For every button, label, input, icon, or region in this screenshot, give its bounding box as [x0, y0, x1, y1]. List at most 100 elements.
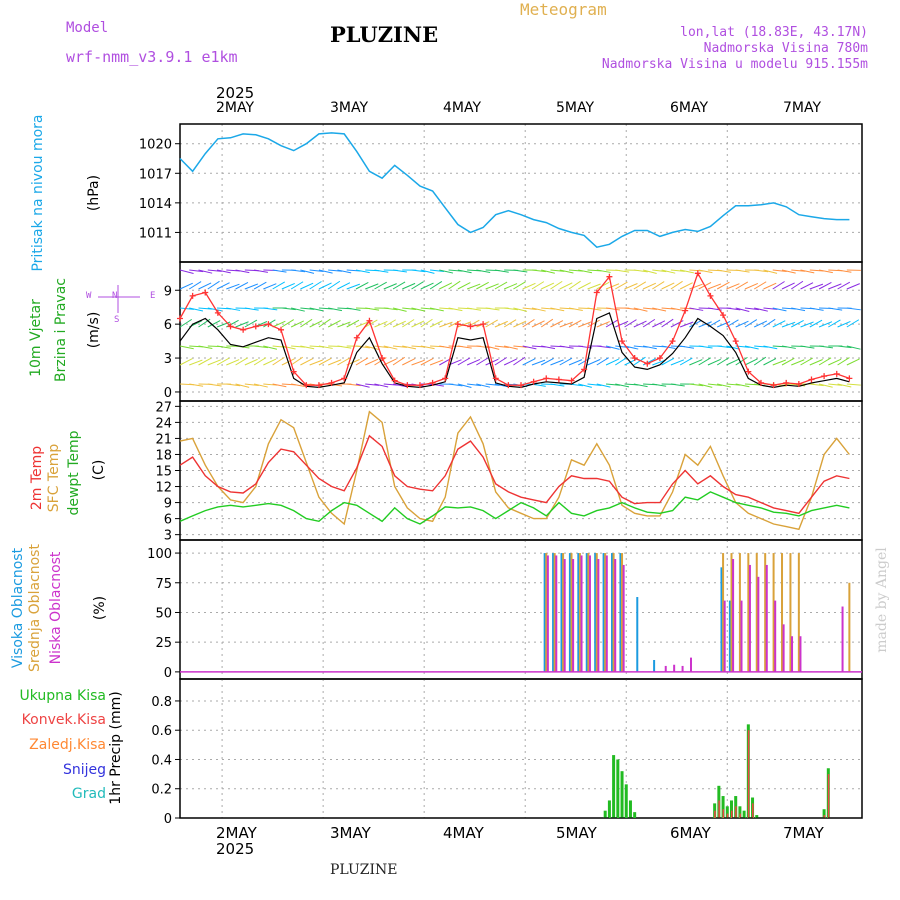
- wind-arrow: [587, 358, 601, 366]
- wind-arrow: [281, 282, 295, 290]
- wind-arrow: [652, 269, 667, 273]
- y-tick-label: 0: [164, 666, 172, 681]
- wind-arrow: [198, 357, 212, 366]
- wind-arrow: [513, 345, 528, 348]
- wind-arrow: [244, 383, 259, 386]
- wind-arrow: [800, 321, 814, 328]
- wind-arrow: [837, 357, 850, 366]
- precip-bar-conv: [823, 815, 826, 818]
- wind-arrow: [365, 283, 379, 290]
- wind-arrow: [698, 357, 711, 366]
- y-tick-label: 21: [155, 432, 172, 447]
- wind-arrow: [633, 281, 647, 290]
- wind-arrow: [587, 383, 602, 387]
- wind-arrow: [494, 269, 509, 273]
- cloud-bar: [560, 553, 563, 672]
- day-label-bottom: 7MAY: [783, 824, 824, 842]
- y-tick-label: 25: [155, 636, 172, 651]
- precip-bar-total: [624, 784, 628, 818]
- y-tick-label: 3: [164, 529, 172, 544]
- cloud-bar: [653, 659, 656, 672]
- day-label-top: 7MAY: [783, 100, 822, 116]
- gust-marker: [214, 309, 221, 316]
- wind-arrow: [485, 283, 499, 290]
- wind-arrow: [244, 319, 258, 328]
- cloud-bar: [772, 553, 775, 672]
- cloud-bar: [604, 553, 607, 672]
- wind-arrow: [726, 358, 740, 366]
- wind-arrow: [392, 356, 406, 366]
- wind-arrow: [846, 345, 861, 350]
- wind-arrow: [318, 357, 332, 366]
- y-tick-label: 0.4: [151, 753, 172, 768]
- cloud-bar: [730, 553, 733, 672]
- wind-arrow: [402, 307, 417, 311]
- wind-arrow: [754, 320, 768, 328]
- wind-arrow: [633, 383, 648, 388]
- wind-arrow: [837, 269, 852, 273]
- day-label-top: 4MAY: [443, 100, 482, 116]
- wind-arrow: [439, 282, 453, 290]
- wind-arrow: [300, 282, 314, 290]
- wind-arrow: [226, 307, 241, 311]
- y-tick-label: 0.2: [151, 783, 172, 798]
- wind-arrow: [179, 345, 194, 350]
- wind-arrow: [392, 307, 407, 312]
- gust-marker: [492, 375, 499, 382]
- wind-arrow: [272, 345, 287, 348]
- wind-arrow: [753, 356, 767, 366]
- wind-arrow: [828, 283, 842, 290]
- wind-arrow: [494, 320, 508, 328]
- coords-label: lon,lat (18.83E, 43.17N): [680, 25, 868, 40]
- wind-arrow: [596, 383, 611, 388]
- wind-arrow: [309, 281, 322, 290]
- wind-arrow: [309, 307, 324, 312]
- y-tick-label: 50: [155, 606, 172, 621]
- wind-arrow: [420, 358, 434, 366]
- wind-arrow: [290, 320, 304, 328]
- cloud-bar: [848, 582, 851, 672]
- wind-arrow: [707, 358, 721, 366]
- footer-station: PLUZINE: [330, 862, 398, 878]
- wind-arrow: [642, 282, 657, 290]
- day-label-bottom: 4MAY: [443, 824, 484, 842]
- cloud-bar: [747, 553, 750, 672]
- y-tick-label: 3: [164, 352, 172, 367]
- wind-arrow: [744, 282, 759, 290]
- wind-arrow: [689, 319, 702, 328]
- wind-arrow: [281, 307, 296, 311]
- gust-marker: [846, 375, 853, 382]
- wind-arrow: [781, 345, 796, 349]
- wind-arrow: [846, 383, 861, 386]
- wind-arrow: [337, 282, 351, 290]
- wind-arrow: [800, 269, 815, 274]
- cloud-bar: [619, 553, 622, 672]
- cloud-bar: [781, 553, 784, 672]
- wind-arrow: [179, 269, 194, 274]
- wind-arrow: [504, 307, 519, 311]
- gust-marker: [694, 270, 701, 277]
- wind-arrow: [244, 358, 258, 366]
- wind-arrow: [615, 357, 628, 366]
- wind-arrow: [300, 345, 315, 350]
- wind-arrow: [300, 318, 313, 328]
- wind-arrow: [735, 269, 750, 273]
- y-tick-label: 6: [164, 513, 172, 528]
- wind-arrow: [355, 281, 369, 290]
- wind-arrow: [226, 359, 240, 366]
- day-label-bottom: 6MAY: [670, 824, 711, 842]
- wind-arrow: [504, 345, 518, 350]
- wind-arrow: [179, 358, 193, 366]
- cloud-bar: [572, 559, 575, 672]
- y-tick-label: 9: [164, 497, 172, 512]
- wind-arrow: [272, 320, 286, 328]
- precip-bar-conv: [735, 806, 737, 818]
- wind-arrow: [716, 321, 731, 328]
- wind-arrow: [272, 281, 285, 290]
- wind-arrow: [318, 318, 331, 328]
- wind-arrow: [809, 383, 824, 387]
- wind-arrow: [207, 359, 221, 366]
- wind-arrow: [605, 283, 620, 290]
- wind-arrow: [402, 345, 417, 350]
- wind-arrow: [550, 383, 565, 387]
